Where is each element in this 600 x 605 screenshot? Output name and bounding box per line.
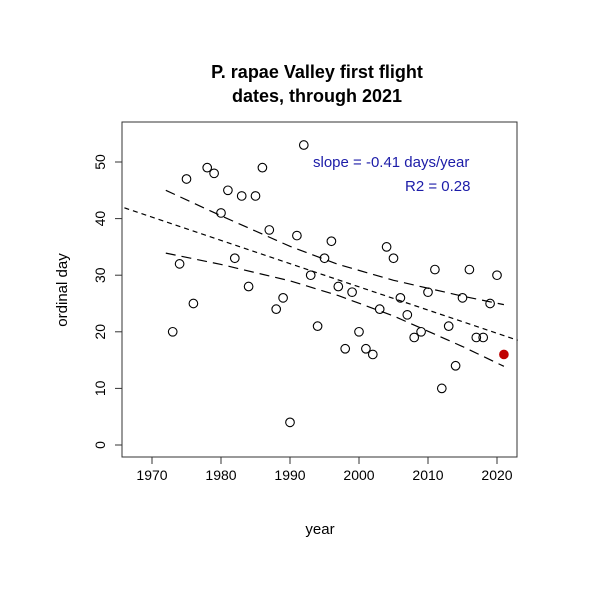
data-point — [457, 292, 468, 303]
data-point — [271, 304, 282, 315]
y-tick-label: 10 — [92, 380, 108, 396]
confidence-band-upper — [165, 189, 505, 306]
x-axis-label: year — [305, 521, 334, 538]
highlight-point — [499, 349, 509, 360]
y-tick-label: 0 — [92, 441, 108, 449]
data-point — [167, 326, 178, 337]
data-point — [223, 185, 233, 196]
y-axis-label: ordinal day — [54, 253, 71, 327]
data-point — [416, 326, 426, 337]
data-point — [443, 321, 454, 331]
data-point — [471, 332, 482, 343]
annotation-slope: slope = -0.41 days/year — [313, 154, 469, 171]
x-tick-label: 2000 — [343, 467, 374, 483]
data-point — [347, 287, 357, 298]
data-point — [298, 140, 309, 150]
data-point — [361, 343, 371, 354]
y-tick-label: 50 — [92, 154, 108, 170]
regression-line — [124, 207, 518, 341]
data-point — [257, 162, 268, 173]
y-tick-label: 40 — [92, 211, 108, 227]
data-point — [492, 270, 502, 281]
data-point — [216, 208, 226, 218]
y-tick-label: 20 — [92, 324, 108, 340]
data-point — [264, 225, 275, 235]
data-point — [354, 326, 364, 337]
data-point — [326, 236, 337, 247]
data-point — [430, 264, 440, 275]
data-point — [188, 298, 199, 309]
data-point — [402, 309, 413, 320]
data-point — [374, 304, 385, 315]
confidence-band-lower — [165, 252, 505, 367]
data-point — [305, 270, 316, 281]
chart-title-line-2: dates, through 2021 — [232, 86, 402, 106]
data-point — [292, 230, 302, 241]
data-point — [174, 259, 185, 269]
data-point — [312, 321, 323, 331]
data-point — [236, 191, 247, 201]
data-point — [209, 168, 219, 179]
data-point — [181, 174, 192, 184]
data-point — [409, 332, 420, 343]
x-tick-label: 1980 — [205, 467, 236, 483]
data-point — [478, 332, 489, 343]
x-tick-label: 2020 — [481, 467, 512, 483]
data-point — [243, 281, 254, 292]
data-point — [229, 253, 240, 264]
chart-title-line-1: P. rapae Valley first flight — [211, 62, 423, 82]
data-point — [278, 292, 288, 303]
data-point — [395, 292, 406, 303]
data-point — [202, 162, 213, 173]
annotation-r2: R2 = 0.28 — [405, 178, 470, 195]
x-tick-label: 2010 — [412, 467, 443, 483]
data-point — [388, 253, 399, 264]
data-point — [485, 298, 495, 309]
x-tick-label: 1970 — [136, 467, 167, 483]
data-point — [250, 191, 261, 201]
data-point — [367, 349, 378, 360]
data-point — [285, 417, 295, 428]
x-tick-label: 1990 — [274, 467, 305, 483]
y-tick-label: 30 — [92, 267, 108, 283]
plot-frame — [121, 121, 518, 458]
data-point — [464, 264, 475, 275]
data-point — [450, 360, 461, 371]
data-point — [423, 287, 433, 298]
data-point — [340, 343, 351, 354]
data-point — [319, 253, 330, 264]
data-point — [333, 281, 344, 292]
data-point — [436, 383, 447, 394]
data-point — [381, 242, 392, 252]
